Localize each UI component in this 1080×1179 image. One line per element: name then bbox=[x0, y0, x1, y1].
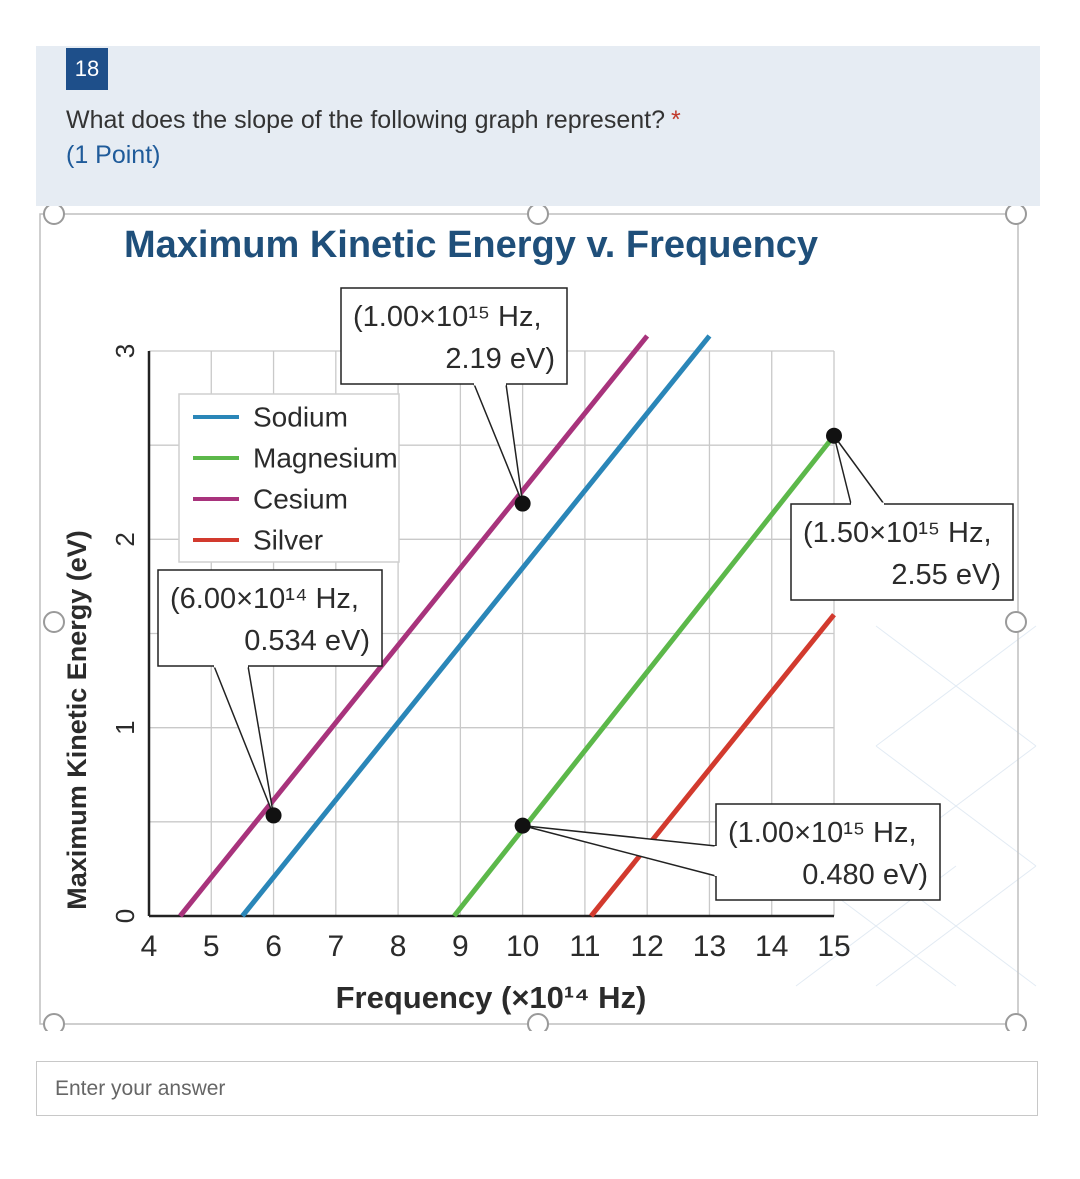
annotation-text-line1: (1.00×10¹⁵ Hz, bbox=[353, 301, 542, 333]
annotation-text-line2: 0.534 eV) bbox=[244, 625, 370, 657]
legend-label-sodium: Sodium bbox=[253, 402, 348, 433]
annotation-pointer bbox=[522, 824, 717, 877]
question-text-label: What does the slope of the following gra… bbox=[66, 106, 665, 134]
series-magnesium bbox=[452, 434, 836, 918]
annotation-text-line1: (6.00×10¹⁴ Hz, bbox=[170, 583, 359, 615]
resize-handle-middle-left[interactable] bbox=[43, 611, 65, 633]
x-tick-label: 10 bbox=[506, 930, 539, 963]
series-line-sodium bbox=[240, 334, 712, 918]
resize-handle-top-center[interactable] bbox=[527, 206, 549, 225]
annotation-box bbox=[790, 503, 1014, 601]
data-point-marker bbox=[265, 807, 282, 824]
x-tick-label: 9 bbox=[452, 930, 469, 963]
data-point-marker bbox=[514, 817, 531, 834]
x-tick-label: 13 bbox=[693, 930, 726, 963]
chart-title: Maximum Kinetic Energy v. Frequency bbox=[124, 224, 818, 266]
resize-handle-bottom-right[interactable] bbox=[1005, 1013, 1027, 1031]
resize-handle-top-right[interactable] bbox=[1005, 206, 1027, 225]
question-points: (1 Point) bbox=[66, 141, 161, 169]
annotation-callout: (1.00×10¹⁵ Hz, 0.480 eV) bbox=[514, 803, 941, 901]
annotation-pointer bbox=[212, 665, 275, 816]
annotation-text-line2: 0.480 eV) bbox=[802, 859, 928, 891]
x-tick-label: 8 bbox=[390, 930, 407, 963]
annotation-callout: (6.00×10¹⁴ Hz, 0.534 eV) bbox=[157, 569, 383, 824]
x-tick-label: 12 bbox=[630, 930, 663, 963]
series-sodium bbox=[240, 334, 712, 918]
annotation-callout: (1.00×10¹⁵ Hz, 2.19 eV) bbox=[340, 287, 568, 512]
chart-series bbox=[178, 334, 836, 918]
annotation-text-line2: 2.19 eV) bbox=[445, 343, 555, 375]
annotation-pointer bbox=[472, 383, 524, 504]
annotation-text-line1: (1.00×10¹⁵ Hz, bbox=[728, 817, 917, 849]
question-number-badge: 18 bbox=[66, 48, 108, 90]
y-axis-label: Maximum Kinetic Energy (eV) bbox=[62, 530, 92, 910]
annotation-box bbox=[157, 569, 383, 667]
series-line-cesium bbox=[178, 334, 650, 918]
resize-handle-bottom-center[interactable] bbox=[527, 1013, 549, 1031]
annotation-pointer bbox=[833, 435, 886, 505]
question-text: What does the slope of the following gra… bbox=[66, 106, 681, 135]
legend-label-silver: Silver bbox=[253, 525, 323, 556]
answer-input[interactable] bbox=[36, 1061, 1038, 1116]
annotation-callout: (1.50×10¹⁵ Hz, 2.55 eV) bbox=[790, 427, 1014, 601]
data-point-marker bbox=[514, 495, 531, 512]
required-marker: * bbox=[671, 106, 681, 134]
x-tick-label: 6 bbox=[265, 930, 282, 963]
x-tick-label: 14 bbox=[755, 930, 788, 963]
annotation-box bbox=[340, 287, 568, 385]
y-tick-label: 0 bbox=[110, 909, 140, 923]
x-tick-label: 15 bbox=[817, 930, 850, 963]
legend-label-magnesium: Magnesium bbox=[253, 443, 398, 474]
resize-handle-top-left[interactable] bbox=[43, 206, 65, 225]
y-tick-label: 3 bbox=[110, 344, 140, 358]
legend: Sodium Magnesium Cesium Silver bbox=[178, 393, 400, 563]
annotation-text-line1: (1.50×10¹⁵ Hz, bbox=[803, 517, 992, 549]
series-cesium bbox=[178, 334, 650, 918]
y-tick-label: 2 bbox=[110, 532, 140, 546]
x-axis-label: Frequency (×10¹⁴ Hz) bbox=[336, 980, 647, 1015]
resize-handle-middle-right[interactable] bbox=[1005, 611, 1027, 633]
chart-axes bbox=[147, 351, 834, 918]
legend-label-cesium: Cesium bbox=[253, 484, 348, 515]
series-line-silver bbox=[589, 613, 836, 918]
data-point-marker bbox=[826, 427, 842, 444]
x-tick-label: 11 bbox=[569, 930, 600, 963]
chart: Maximum Kinetic Energy v. Frequency 4 5 6 7… bbox=[39, 206, 1037, 1031]
series-silver bbox=[589, 613, 836, 918]
image-frame bbox=[39, 206, 1027, 1031]
x-tick-label: 5 bbox=[203, 930, 220, 963]
resize-handle-bottom-left[interactable] bbox=[43, 1013, 65, 1031]
chart-annotations: (1.00×10¹⁵ Hz, 2.19 eV) (6.00×10¹⁴ Hz, 0.53… bbox=[157, 287, 1014, 901]
y-tick-label: 1 bbox=[110, 720, 140, 734]
question-image: Maximum Kinetic Energy v. Frequency 4 5 6 7… bbox=[36, 206, 1040, 1031]
series-line-magnesium bbox=[452, 434, 836, 918]
x-tick-label: 7 bbox=[327, 930, 344, 963]
annotation-text-line2: 2.55 eV) bbox=[891, 559, 1001, 591]
x-tick-label: 4 bbox=[141, 930, 158, 963]
